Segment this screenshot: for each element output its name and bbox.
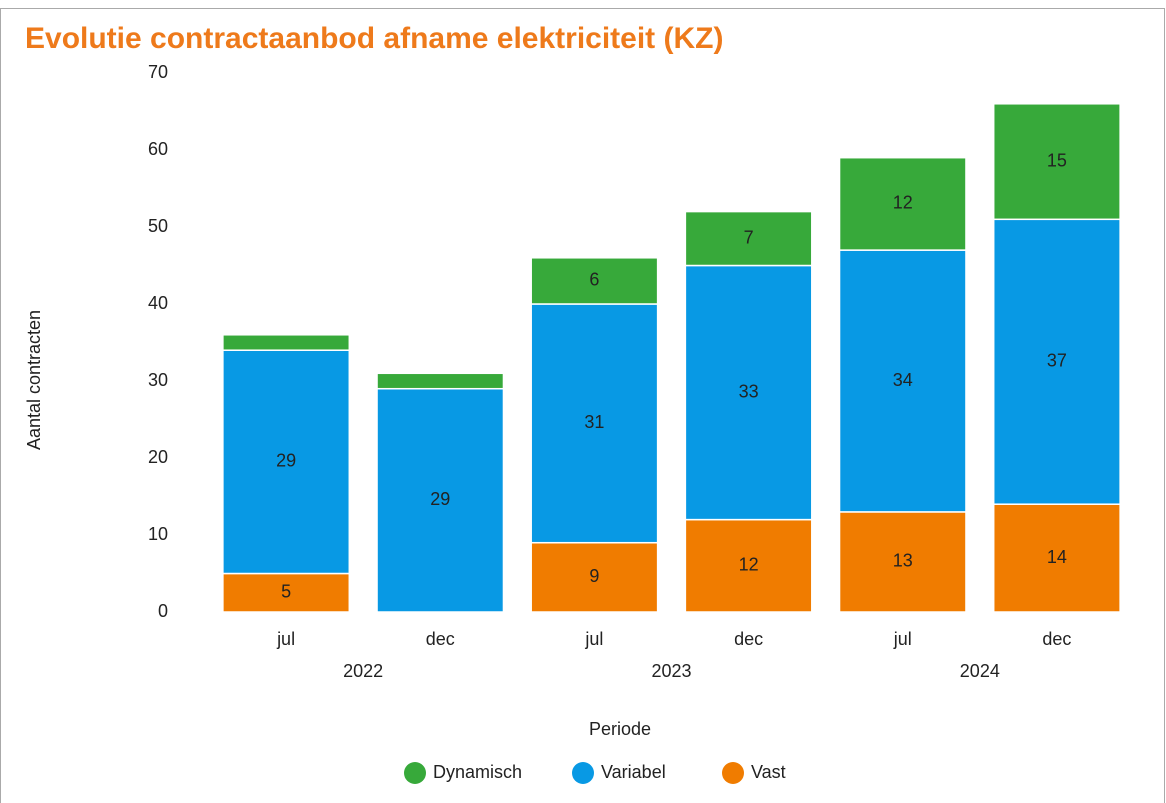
data-label: 33 xyxy=(739,381,759,401)
x-tick-label: dec xyxy=(734,629,763,649)
data-label: 13 xyxy=(893,551,913,571)
y-tick-label: 40 xyxy=(148,293,168,313)
y-tick-label: 10 xyxy=(148,524,168,544)
bar-segment xyxy=(222,334,351,351)
data-label: 12 xyxy=(739,555,759,575)
bar-segment xyxy=(530,257,659,305)
year-label: 2022 xyxy=(343,661,383,681)
data-label: 7 xyxy=(744,227,754,247)
chart-title: Evolutie contractaanbod afname elektrici… xyxy=(25,22,723,55)
bar-segment xyxy=(992,218,1121,505)
bar-segment xyxy=(222,572,351,613)
x-tick-label: dec xyxy=(1042,629,1071,649)
year-label: 2024 xyxy=(960,661,1000,681)
data-label: 12 xyxy=(893,193,913,213)
bar-segment xyxy=(992,503,1121,613)
y-tick-label: 0 xyxy=(158,601,168,621)
data-label: 34 xyxy=(893,370,913,390)
bar-segment xyxy=(530,303,659,544)
y-tick-label: 60 xyxy=(148,139,168,159)
x-tick-label: jul xyxy=(584,629,603,649)
bar-segment xyxy=(838,249,967,513)
year-label: 2023 xyxy=(651,661,691,681)
y-axis-title: Aantal contracten xyxy=(24,310,44,450)
x-tick-label: dec xyxy=(426,629,455,649)
data-label: 37 xyxy=(1047,351,1067,371)
legend-marker xyxy=(572,762,594,784)
bar-segment xyxy=(376,372,505,390)
bar-segment xyxy=(684,518,813,613)
data-label: 29 xyxy=(276,451,296,471)
data-label: 31 xyxy=(584,412,604,432)
bar-segment xyxy=(222,349,351,575)
legend-marker xyxy=(722,762,744,784)
y-tick-label: 70 xyxy=(148,62,168,82)
data-label: 29 xyxy=(430,489,450,509)
legend-label: Vast xyxy=(751,762,786,782)
x-tick-label: jul xyxy=(276,629,295,649)
data-label: 15 xyxy=(1047,150,1067,170)
y-tick-label: 50 xyxy=(148,216,168,236)
bar-segment xyxy=(838,156,967,251)
bar-segment xyxy=(376,387,505,613)
y-tick-label: 30 xyxy=(148,370,168,390)
data-label: 14 xyxy=(1047,547,1067,567)
bar-segment xyxy=(684,264,813,521)
legend-label: Dynamisch xyxy=(433,762,522,782)
y-tick-label: 20 xyxy=(148,447,168,467)
bar-segment xyxy=(992,103,1121,221)
data-label: 9 xyxy=(589,566,599,586)
legend-label: Variabel xyxy=(601,762,666,782)
x-axis-title: Periode xyxy=(589,719,651,739)
data-label: 5 xyxy=(281,582,291,602)
legend-marker xyxy=(404,762,426,784)
data-label: 6 xyxy=(589,270,599,290)
x-tick-label: jul xyxy=(893,629,912,649)
bar-segment xyxy=(684,210,813,267)
bar-segment xyxy=(530,541,659,613)
